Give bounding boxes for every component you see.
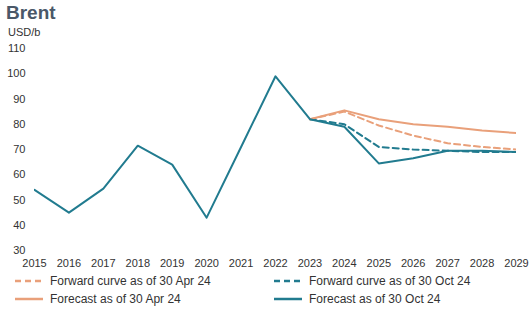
svg-text:2015: 2015: [22, 257, 46, 269]
html-text:Forecast as of 30 Apr 24: Forecast as of 30 Apr 24: [50, 292, 181, 306]
svg-text:2023: 2023: [298, 257, 322, 269]
svg-text:60: 60: [13, 168, 25, 180]
svg-text:40: 40: [13, 219, 25, 231]
svg-text:2020: 2020: [194, 257, 218, 269]
svg-text:80: 80: [13, 118, 25, 130]
svg-text:2027: 2027: [435, 257, 459, 269]
svg-text:50: 50: [13, 194, 25, 206]
svg-text:90: 90: [13, 93, 25, 105]
svg-text:2024: 2024: [332, 257, 356, 269]
svg-text:110: 110: [8, 42, 26, 54]
svg-text:2028: 2028: [470, 257, 494, 269]
svg-text:2017: 2017: [91, 257, 115, 269]
svg-text:2025: 2025: [367, 257, 391, 269]
svg-text:2022: 2022: [263, 257, 287, 269]
html-text:USD/b: USD/b: [8, 26, 41, 38]
html-text:Forward curve as of 30 Oct 24: Forward curve as of 30 Oct 24: [309, 274, 471, 288]
svg-text:2019: 2019: [160, 257, 184, 269]
svg-text:30: 30: [13, 244, 25, 256]
svg-text:2029: 2029: [504, 257, 528, 269]
svg-text:2026: 2026: [401, 257, 425, 269]
svg-text:2021: 2021: [229, 257, 253, 269]
svg-text:100: 100: [7, 67, 25, 79]
html-text:Brent: Brent: [6, 2, 56, 23]
svg-text:2016: 2016: [57, 257, 81, 269]
svg-text:2018: 2018: [126, 257, 150, 269]
html-text:Forecast as of 30 Oct 24: Forecast as of 30 Oct 24: [309, 292, 441, 306]
svg-text:70: 70: [13, 143, 25, 155]
html-text:Forward curve as of 30 Apr 24: Forward curve as of 30 Apr 24: [50, 274, 211, 288]
